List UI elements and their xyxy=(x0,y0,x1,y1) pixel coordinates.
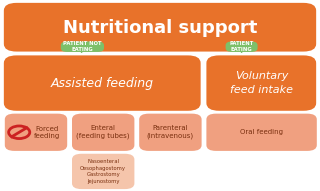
Text: Voluntary
feed intake: Voluntary feed intake xyxy=(230,71,293,95)
FancyBboxPatch shape xyxy=(61,41,104,52)
Text: Oral feeding: Oral feeding xyxy=(240,129,283,135)
FancyBboxPatch shape xyxy=(206,114,317,151)
FancyBboxPatch shape xyxy=(4,3,316,52)
FancyBboxPatch shape xyxy=(4,55,201,111)
FancyBboxPatch shape xyxy=(139,114,202,151)
FancyBboxPatch shape xyxy=(5,114,67,151)
Text: PATIENT
EATING: PATIENT EATING xyxy=(229,41,254,52)
FancyBboxPatch shape xyxy=(72,114,134,151)
Text: Parenteral
(intravenous): Parenteral (intravenous) xyxy=(147,125,194,139)
Text: Forced
feeding: Forced feeding xyxy=(34,125,60,139)
Text: Nasoenteral
Oesophagostomy
Gastrostomy
Jejunostomy: Nasoenteral Oesophagostomy Gastrostomy J… xyxy=(80,159,126,184)
Text: PATIENT NOT
EATING: PATIENT NOT EATING xyxy=(63,41,101,52)
FancyBboxPatch shape xyxy=(206,55,316,111)
Text: Assisted feeding: Assisted feeding xyxy=(51,77,154,90)
FancyBboxPatch shape xyxy=(72,154,134,189)
Text: Enteral
(feeding tubes): Enteral (feeding tubes) xyxy=(76,125,130,139)
FancyBboxPatch shape xyxy=(226,41,258,52)
Text: Nutritional support: Nutritional support xyxy=(63,19,257,37)
